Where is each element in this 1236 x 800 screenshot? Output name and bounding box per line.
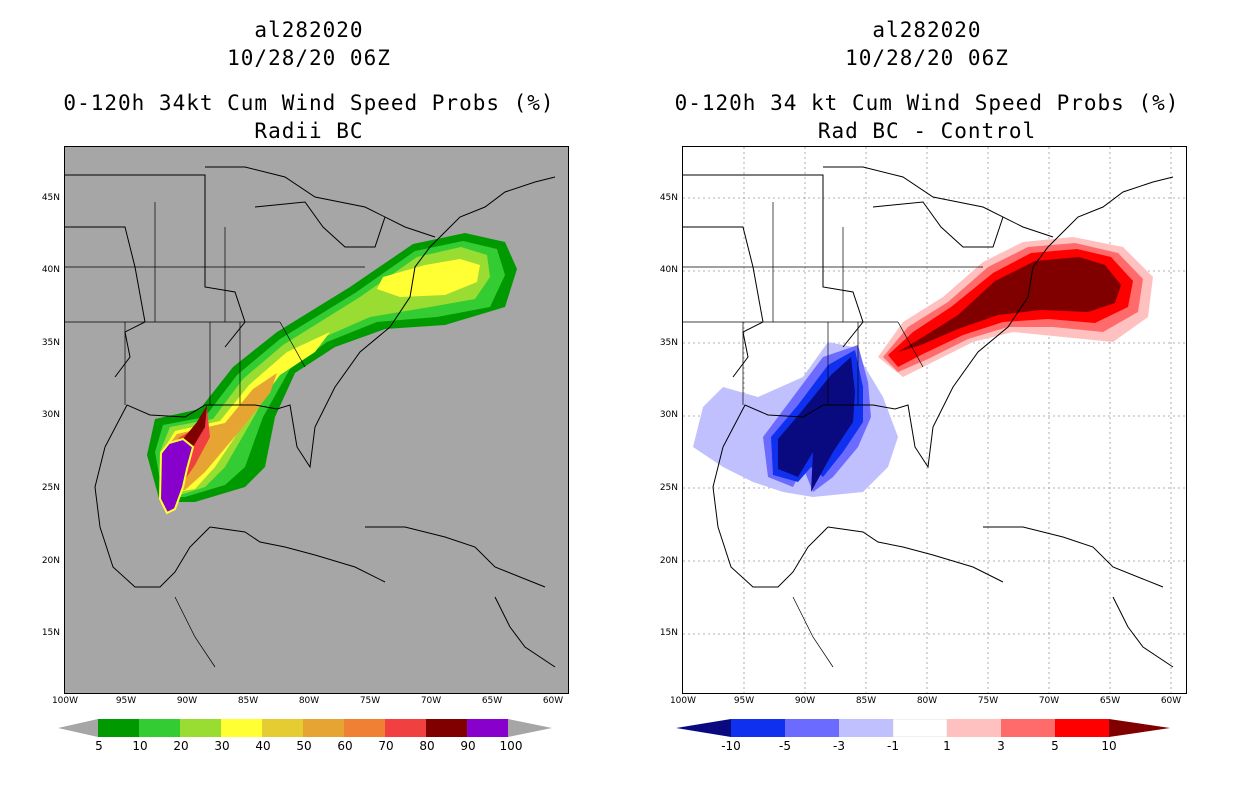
prob-100	[158, 437, 195, 515]
left-colorbar	[58, 719, 552, 737]
lat-label: 45N	[41, 193, 60, 203]
colorbar-label: 100	[499, 739, 523, 753]
colorbar-swatch	[426, 719, 467, 737]
map-canvas	[683, 147, 1186, 693]
colorbar-label: 5	[95, 739, 103, 753]
product-title: 0-120h 34 kt Cum Wind Speed Probs (%)	[674, 91, 1180, 115]
difference-map	[682, 146, 1187, 694]
right-colorbar	[676, 719, 1170, 737]
lat-label: 30N	[41, 410, 60, 420]
colorbar-label: 3	[997, 739, 1005, 753]
colorbar-start-arrow	[676, 719, 731, 737]
lat-label: 25N	[659, 483, 678, 493]
panel-subtitle: Rad BC - Control	[817, 119, 1037, 143]
colorbar-label: 70	[378, 739, 394, 753]
lon-label: 75W	[359, 696, 381, 706]
colorbar-swatch	[221, 719, 262, 737]
lon-label: 85W	[855, 696, 877, 706]
colorbar-label: 10	[132, 739, 148, 753]
map-canvas	[65, 147, 568, 693]
diff-neg-10	[778, 357, 855, 492]
lon-label: 90W	[176, 696, 198, 706]
probability-map	[64, 146, 569, 694]
colorbar-swatch	[1055, 719, 1109, 737]
colorbar-label: 20	[173, 739, 189, 753]
lon-label: 75W	[977, 696, 999, 706]
lon-label: 100W	[51, 696, 79, 706]
lon-label: 60W	[542, 696, 564, 706]
lat-label: 35N	[659, 338, 678, 348]
colorbar-swatch	[344, 719, 385, 737]
colorbar-swatch	[892, 719, 948, 737]
colorbar-label: 40	[255, 739, 271, 753]
colorbar-label: 60	[337, 739, 353, 753]
colorbar-swatch	[1001, 719, 1055, 737]
colorbar-swatch	[467, 719, 508, 737]
lon-label: 70W	[420, 696, 442, 706]
lon-label: 80W	[916, 696, 938, 706]
colorbar-label: 80	[419, 739, 435, 753]
colorbar-end-arrow	[1109, 719, 1170, 737]
lat-label: 40N	[659, 265, 678, 275]
lon-label: 95W	[115, 696, 137, 706]
lon-label: 65W	[481, 696, 503, 706]
left-panel: al282020 10/28/20 06Z 0-120h 34kt Cum Wi…	[41, 18, 569, 753]
lon-label: 100W	[669, 696, 697, 706]
lat-label: 40N	[41, 265, 60, 275]
lon-label: 85W	[237, 696, 259, 706]
colorbar-label: -3	[833, 739, 845, 753]
lat-label: 35N	[41, 338, 60, 348]
right-panel: al282020 10/28/20 06Z 0-120h 34 kt Cum W…	[618, 0, 1236, 800]
colorbar-label: 5	[1051, 739, 1059, 753]
lat-label: 45N	[659, 193, 678, 203]
colorbar-label: 90	[460, 739, 476, 753]
colorbar-swatch	[303, 719, 344, 737]
colorbar-start-arrow	[58, 719, 98, 737]
colorbar-swatch	[839, 719, 893, 737]
colorbar-label: 1	[943, 739, 951, 753]
colorbar-swatch	[947, 719, 1001, 737]
datetime: 10/28/20 06Z	[845, 46, 1009, 70]
lon-label: 70W	[1038, 696, 1060, 706]
colorbar-label: -1	[887, 739, 899, 753]
lon-label: 60W	[1160, 696, 1182, 706]
prob-30b	[377, 259, 480, 297]
colorbar-swatch	[262, 719, 303, 737]
colorbar-label: -5	[779, 739, 791, 753]
lat-label: 15N	[659, 628, 678, 638]
colorbar-swatch	[139, 719, 180, 737]
map-background	[65, 147, 568, 693]
storm-id: al282020	[872, 18, 982, 42]
storm-id: al282020	[254, 18, 364, 42]
state-borders	[65, 202, 365, 668]
state-borders	[683, 202, 983, 668]
colorbar-swatch	[98, 719, 139, 737]
colorbar-label: 50	[296, 739, 312, 753]
colorbar-end-arrow	[508, 719, 552, 737]
lon-label: 95W	[733, 696, 755, 706]
colorbar-swatch	[731, 719, 785, 737]
prob-90	[183, 405, 207, 447]
lon-label: 65W	[1099, 696, 1121, 706]
lat-label: 30N	[659, 410, 678, 420]
panel-subtitle: Radii BC	[254, 119, 364, 143]
colorbar-swatch	[180, 719, 221, 737]
lon-label: 80W	[298, 696, 320, 706]
colorbar-swatch	[785, 719, 839, 737]
prob-20	[160, 247, 490, 495]
colorbar-label: 30	[214, 739, 230, 753]
lat-label: 20N	[41, 556, 60, 566]
lon-label: 90W	[794, 696, 816, 706]
product-title: 0-120h 34kt Cum Wind Speed Probs (%)	[63, 91, 555, 115]
diff-pos-10	[898, 257, 1121, 352]
colorbar-swatch	[385, 719, 426, 737]
lat-label: 25N	[41, 483, 60, 493]
colorbar-label: -10	[721, 739, 741, 753]
colorbar-label: 10	[1101, 739, 1117, 753]
lat-label: 20N	[659, 556, 678, 566]
datetime: 10/28/20 06Z	[227, 46, 391, 70]
lat-label: 15N	[41, 628, 60, 638]
